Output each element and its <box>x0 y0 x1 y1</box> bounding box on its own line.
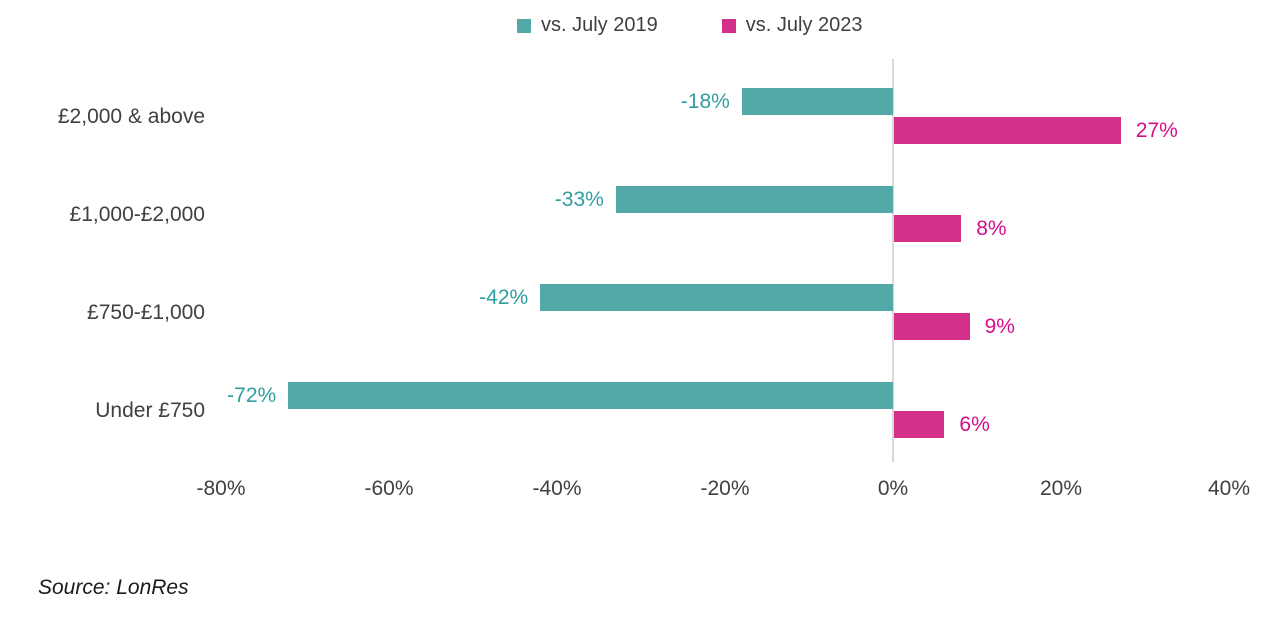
legend-item-vs-july-2023: vs. July 2023 <box>721 14 863 37</box>
value-label-vs-july-2019: -18% <box>680 90 730 113</box>
x-axis-tick-label: -40% <box>532 477 582 500</box>
source-note: Source: LonRes <box>38 576 189 599</box>
legend-swatch-pink <box>721 18 736 33</box>
value-label-vs-july-2019: -42% <box>479 286 529 309</box>
category-label: £750-£1,000 <box>87 301 205 324</box>
bar-vs-july-2019 <box>615 186 893 213</box>
legend: vs. July 2019 vs. July 2023 <box>517 14 862 37</box>
value-label-vs-july-2023: 27% <box>1135 119 1178 142</box>
legend-item-vs-july-2019: vs. July 2019 <box>517 14 658 37</box>
value-label-vs-july-2023: 8% <box>976 217 1007 240</box>
category-label: £1,000-£2,000 <box>69 203 205 226</box>
zero-axis-line <box>892 59 894 462</box>
legend-label-vs-july-2023: vs. July 2023 <box>745 14 863 36</box>
value-label-vs-july-2023: 6% <box>959 413 990 436</box>
bar-vs-july-2019 <box>288 382 893 409</box>
bar-vs-july-2019 <box>741 88 893 115</box>
legend-label-vs-july-2019: vs. July 2019 <box>541 14 658 36</box>
value-label-vs-july-2019: -72% <box>227 384 277 407</box>
bar-vs-july-2023 <box>894 215 962 242</box>
bar-vs-july-2023 <box>894 411 945 438</box>
bar-vs-july-2023 <box>894 117 1121 144</box>
value-label-vs-july-2019: -33% <box>554 188 604 211</box>
x-axis-tick-label: -80% <box>196 477 246 500</box>
category-label: Under £750 <box>95 399 205 422</box>
category-label: £2,000 & above <box>57 105 205 128</box>
x-axis-tick-label: 20% <box>1039 477 1083 500</box>
bar-vs-july-2023 <box>894 313 970 340</box>
x-axis-tick-label: -60% <box>364 477 414 500</box>
legend-swatch-teal <box>517 18 531 33</box>
bar-vs-july-2019 <box>540 284 893 311</box>
x-axis-tick-label: 40% <box>1207 477 1251 500</box>
x-axis-tick-label: 0% <box>877 477 909 500</box>
value-label-vs-july-2023: 9% <box>984 315 1015 338</box>
x-axis-tick-label: -20% <box>700 477 750 500</box>
